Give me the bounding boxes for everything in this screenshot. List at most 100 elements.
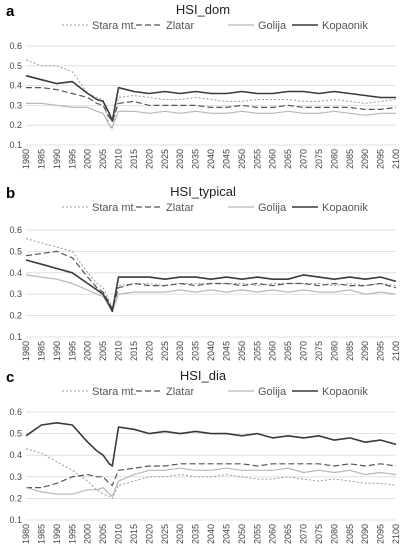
series-line-kopaonik [25, 259, 397, 313]
panel-letter: a [6, 3, 15, 20]
x-tick-label: 2050 [237, 149, 247, 169]
x-tick-label: 2035 [191, 524, 201, 544]
x-tick-label: 1990 [52, 341, 62, 361]
x-tick-label: 2080 [329, 149, 339, 169]
legend: Stara mt. Zlatar Golija Kopaonik [62, 386, 368, 398]
series-line-kopaonik [25, 74, 396, 122]
x-tick-label: 2005 [98, 341, 108, 361]
x-tick-label: 1995 [67, 341, 77, 361]
x-tick-label: 2100 [391, 149, 400, 169]
x-tick-label: 2020 [144, 524, 154, 544]
x-tick-label: 2090 [360, 149, 370, 169]
x-tick-label: 2000 [83, 341, 93, 361]
x-tick-label: 2085 [345, 341, 355, 361]
x-tick-label: 2015 [129, 149, 139, 169]
x-tick-label: 2020 [144, 341, 154, 361]
x-tick-label: 2045 [221, 149, 231, 169]
x-tick-label: 1985 [36, 524, 46, 544]
x-tick-label: 2030 [175, 341, 185, 361]
x-tick-label: 2045 [221, 524, 231, 544]
x-tick-label: 2025 [160, 524, 170, 544]
y-tick-label: 0.5 [9, 61, 22, 71]
x-tick-label: 2095 [376, 524, 386, 544]
y-tick-label: 0.3 [9, 472, 22, 482]
x-tick-label: 2005 [98, 524, 108, 544]
legend-label: Golija [258, 20, 287, 32]
x-tick-label: 2070 [299, 341, 309, 361]
x-tick-label: 2040 [206, 524, 216, 544]
x-tick-label: 1995 [67, 524, 77, 544]
chart-title: HSI_typical [170, 184, 236, 199]
series-line-zlatar [26, 463, 397, 489]
x-tick-label: 2070 [299, 149, 309, 169]
x-tick-label: 2100 [391, 341, 400, 361]
legend-label: Stara mt. [92, 202, 137, 214]
x-tick-label: 2070 [299, 524, 309, 544]
legend: Stara mt. Zlatar Golija Kopaonik [62, 202, 368, 214]
legend-label: Stara mt. [92, 386, 137, 398]
series-line-zlatar [26, 86, 397, 122]
legend-label: Stara mt. [92, 20, 137, 32]
x-tick-label: 1990 [52, 149, 62, 169]
panel-letter: c [6, 369, 14, 386]
x-tick-label: 1990 [52, 524, 62, 544]
chart-panel-c: c HSI_dia Stara mt. Zlatar Golija Kopaonik 0.1… [6, 368, 400, 544]
y-tick-label: 0.5 [9, 246, 22, 256]
series-line-kopaonik [25, 421, 397, 467]
series-line-golija [26, 102, 396, 128]
y-tick-label: 0.2 [9, 493, 22, 503]
x-tick-label: 2085 [345, 149, 355, 169]
x-tick-label: 2055 [252, 524, 262, 544]
legend: Stara mt. Zlatar Golija Kopaonik [62, 20, 368, 32]
y-tick-label: 0.1 [9, 515, 22, 525]
x-tick-label: 2050 [237, 524, 247, 544]
y-tick-label: 0.4 [9, 268, 22, 278]
x-tick-label: 2060 [268, 149, 278, 169]
gridlines [26, 229, 396, 338]
x-tick-label: 2060 [268, 524, 278, 544]
x-tick-label: 2065 [283, 524, 293, 544]
x-tick-label: 2000 [83, 524, 93, 544]
y-tick-label: 0.1 [9, 140, 22, 150]
x-tick-label: 2090 [360, 524, 370, 544]
x-tick-label: 2045 [221, 341, 231, 361]
chart-title: HSI_dia [180, 368, 227, 383]
x-tick-label: 1980 [21, 149, 31, 169]
series-line-stara-mt [25, 59, 397, 130]
x-tick-label: 2095 [376, 149, 386, 169]
chart-panel-a: a HSI_dom Stara mt. Zlatar Golija Kopaonik 0.1… [6, 2, 400, 169]
legend-label: Kopaonik [322, 386, 368, 398]
x-tick-label: 2010 [114, 149, 124, 169]
x-tick-label: 2005 [98, 149, 108, 169]
x-tick-label: 2065 [283, 149, 293, 169]
x-tick-label: 2020 [144, 149, 154, 169]
x-tick-label: 2100 [391, 524, 400, 544]
series-line-golija [25, 274, 397, 312]
x-tick-label: 2055 [252, 341, 262, 361]
x-tick-label: 2030 [175, 149, 185, 169]
y-tick-label: 0.4 [9, 81, 22, 91]
x-tick-label: 2055 [252, 149, 262, 169]
legend-label: Kopaonik [322, 20, 368, 32]
x-tick-label: 2035 [191, 341, 201, 361]
x-tick-label: 1985 [36, 341, 46, 361]
legend-label: Golija [258, 202, 287, 214]
chart-panel-b: b HSI_typical Stara mt. Zlatar Golija Kopaoni… [6, 184, 400, 361]
x-tick-label: 2095 [376, 341, 386, 361]
series-line-golija [25, 467, 397, 497]
x-tick-label: 1980 [21, 341, 31, 361]
y-tick-label: 0.6 [9, 407, 22, 417]
x-tick-label: 2000 [83, 149, 93, 169]
x-tick-label: 2075 [314, 149, 324, 169]
gridlines [26, 45, 396, 146]
x-tick-label: 1995 [67, 149, 77, 169]
x-tick-label: 2060 [268, 341, 278, 361]
x-tick-label: 2080 [329, 341, 339, 361]
gridlines [26, 411, 396, 521]
x-tick-label: 2080 [329, 524, 339, 544]
y-tick-label: 0.2 [9, 311, 22, 321]
x-tick-label: 2035 [191, 149, 201, 169]
y-tick-label: 0.4 [9, 450, 22, 460]
panel-letter: b [6, 185, 15, 202]
